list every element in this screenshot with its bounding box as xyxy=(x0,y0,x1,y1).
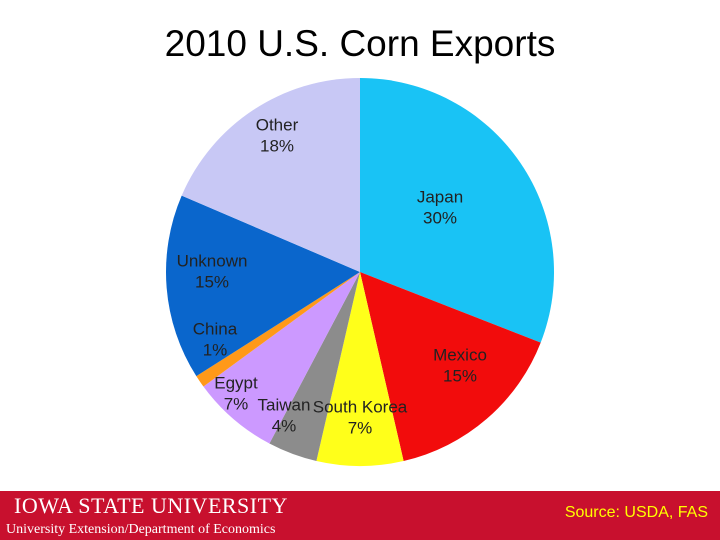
pie-slice xyxy=(196,272,360,387)
pie-slice xyxy=(360,78,554,343)
slice-label: Egypt xyxy=(214,373,258,392)
slice-label: South Korea xyxy=(313,397,408,416)
pie-slice xyxy=(181,77,360,273)
pie-slice xyxy=(166,195,360,377)
slice-value-label: 4% xyxy=(272,416,297,435)
pie: Japan 30% Mexico 15% South Korea 7% Taiwan 4% Eg… xyxy=(166,77,554,466)
slice-label: China xyxy=(193,319,238,338)
slice-value-label: 18% xyxy=(260,136,294,155)
department: University Extension/Department of Econo… xyxy=(6,522,275,537)
slice-value-label: 7% xyxy=(348,418,373,437)
slice-label: Taiwan xyxy=(258,395,311,414)
pie-slice xyxy=(269,272,360,462)
slice-value-label: 15% xyxy=(443,366,477,385)
slice-label: Japan xyxy=(417,187,463,206)
pie-slice xyxy=(203,272,360,444)
pie-slice xyxy=(316,272,404,466)
chart-title: 2010 U.S. Corn Exports xyxy=(165,23,556,64)
footer-band xyxy=(0,491,720,540)
slice-value-label: 15% xyxy=(195,272,229,291)
pie-slice xyxy=(360,272,541,462)
slice-label: Other xyxy=(256,115,299,134)
slice-value-label: 7% xyxy=(224,394,249,413)
slice-label: Mexico xyxy=(433,345,487,364)
university-name: Iowa State University xyxy=(14,493,288,518)
slice-label: Unknown xyxy=(177,251,248,270)
slice-value-label: 1% xyxy=(203,340,228,359)
source: Source: USDA, FAS xyxy=(565,504,708,521)
slice-value-label: 30% xyxy=(423,208,457,227)
